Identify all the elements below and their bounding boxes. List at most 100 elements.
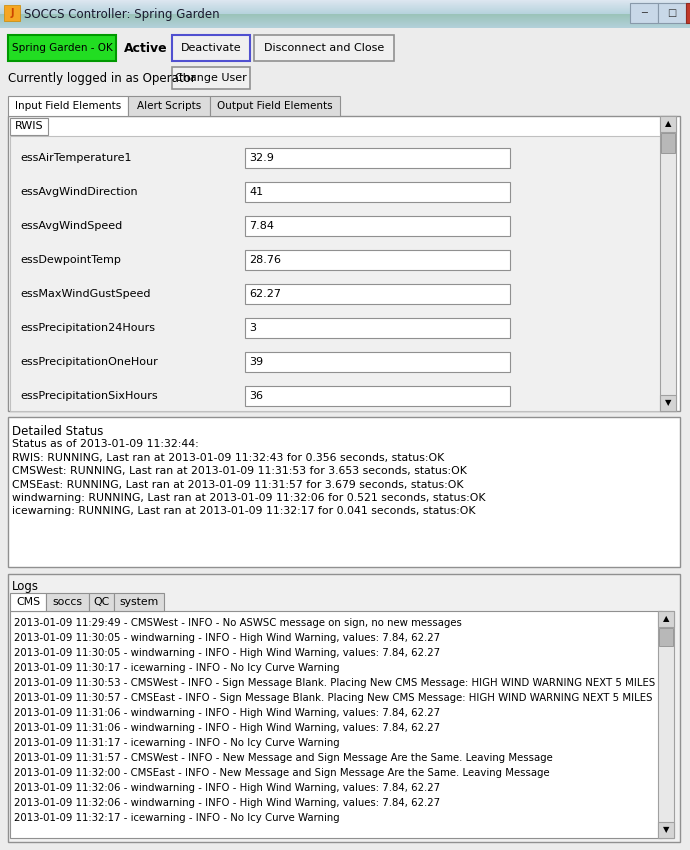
Bar <box>630 3 658 23</box>
Bar <box>661 133 675 153</box>
Bar <box>0 20 690 21</box>
Text: ▼: ▼ <box>664 399 671 407</box>
Bar <box>0 23 690 24</box>
Text: Output Field Elements: Output Field Elements <box>217 101 333 111</box>
Bar <box>245 250 510 270</box>
Bar <box>172 35 250 61</box>
Text: 2013-01-09 11:31:06 - windwarning - INFO - High Wind Warning, values: 7.84, 62.2: 2013-01-09 11:31:06 - windwarning - INFO… <box>14 708 440 718</box>
Text: □: □ <box>667 8 677 18</box>
Text: 2013-01-09 11:30:05 - windwarning - INFO - High Wind Warning, values: 7.84, 62.2: 2013-01-09 11:30:05 - windwarning - INFO… <box>14 648 440 658</box>
Text: Disconnect and Close: Disconnect and Close <box>264 43 384 53</box>
Text: Logs: Logs <box>12 580 39 593</box>
Bar <box>0 15 690 16</box>
Bar <box>0 5 690 6</box>
Text: 2013-01-09 11:30:53 - CMSWest - INFO - Sign Message Blank. Placing New CMS Messa: 2013-01-09 11:30:53 - CMSWest - INFO - S… <box>14 678 655 688</box>
Bar <box>245 386 510 406</box>
Text: CMS: CMS <box>16 597 40 607</box>
Bar <box>686 3 690 23</box>
Bar <box>128 96 210 116</box>
Bar <box>172 67 250 89</box>
Text: windwarning: RUNNING, Last ran at 2013-01-09 11:32:06 for 0.521 seconds, status:: windwarning: RUNNING, Last ran at 2013-0… <box>12 493 486 503</box>
Bar <box>0 26 690 27</box>
Text: Currently logged in as Operator: Currently logged in as Operator <box>8 71 196 84</box>
Text: 28.76: 28.76 <box>249 255 281 265</box>
Text: essPrecipitationOneHour: essPrecipitationOneHour <box>20 357 158 367</box>
Bar <box>0 22 690 23</box>
Text: 2013-01-09 11:32:06 - windwarning - INFO - High Wind Warning, values: 7.84, 62.2: 2013-01-09 11:32:06 - windwarning - INFO… <box>14 783 440 793</box>
Text: 2013-01-09 11:30:57 - CMSEast - INFO - Sign Message Blank. Placing New CMS Messa: 2013-01-09 11:30:57 - CMSEast - INFO - S… <box>14 693 653 703</box>
Bar <box>245 182 510 202</box>
Bar <box>0 7 690 8</box>
Bar <box>245 216 510 236</box>
Bar <box>0 16 690 17</box>
Text: QC: QC <box>93 597 110 607</box>
Bar <box>10 136 662 411</box>
Bar <box>0 25 690 26</box>
Bar <box>114 593 164 611</box>
Bar <box>254 35 394 61</box>
Bar <box>0 17 690 18</box>
Bar <box>0 2 690 3</box>
Text: Status as of 2013-01-09 11:32:44:: Status as of 2013-01-09 11:32:44: <box>12 439 199 449</box>
Text: 2013-01-09 11:31:57 - CMSWest - INFO - New Message and Sign Message Are the Same: 2013-01-09 11:31:57 - CMSWest - INFO - N… <box>14 753 553 763</box>
Text: 32.9: 32.9 <box>249 153 274 163</box>
Bar <box>659 628 673 646</box>
Bar <box>0 11 690 12</box>
Text: essAirTemperature1: essAirTemperature1 <box>20 153 132 163</box>
Text: system: system <box>119 597 159 607</box>
Text: icewarning: RUNNING, Last ran at 2013-01-09 11:32:17 for 0.041 seconds, status:O: icewarning: RUNNING, Last ran at 2013-01… <box>12 507 475 517</box>
Text: ─: ─ <box>641 8 647 18</box>
Text: ▼: ▼ <box>663 825 669 835</box>
Bar <box>8 96 128 116</box>
Text: Change User: Change User <box>175 73 247 83</box>
Bar <box>0 6 690 7</box>
Text: ▲: ▲ <box>664 120 671 128</box>
Bar <box>10 118 48 135</box>
Text: 7.84: 7.84 <box>249 221 274 231</box>
Bar <box>8 116 680 411</box>
Text: soccs: soccs <box>52 597 83 607</box>
Bar <box>245 318 510 338</box>
Text: 2013-01-09 11:30:05 - windwarning - INFO - High Wind Warning, values: 7.84, 62.2: 2013-01-09 11:30:05 - windwarning - INFO… <box>14 633 440 643</box>
Bar <box>245 352 510 372</box>
Bar <box>0 24 690 25</box>
Text: 39: 39 <box>249 357 263 367</box>
Bar <box>0 9 690 10</box>
Text: Detailed Status: Detailed Status <box>12 425 104 438</box>
Text: Alert Scripts: Alert Scripts <box>137 101 201 111</box>
Text: essPrecipitation24Hours: essPrecipitation24Hours <box>20 323 155 333</box>
Text: Deactivate: Deactivate <box>181 43 241 53</box>
Text: essMaxWindGustSpeed: essMaxWindGustSpeed <box>20 289 150 299</box>
Bar <box>89 593 114 611</box>
Bar <box>0 18 690 19</box>
Bar <box>0 27 690 28</box>
Text: essDewpointTemp: essDewpointTemp <box>20 255 121 265</box>
Bar <box>658 3 686 23</box>
Bar <box>0 0 690 1</box>
Text: essPrecipitationSixHours: essPrecipitationSixHours <box>20 391 157 401</box>
Bar <box>8 35 116 61</box>
Bar <box>658 611 674 627</box>
Bar <box>0 3 690 4</box>
Text: J: J <box>10 8 14 18</box>
Text: 2013-01-09 11:32:00 - CMSEast - INFO - New Message and Sign Message Are the Same: 2013-01-09 11:32:00 - CMSEast - INFO - N… <box>14 768 550 778</box>
Bar <box>8 417 680 567</box>
Bar <box>0 4 690 5</box>
Text: 3: 3 <box>249 323 256 333</box>
Bar <box>658 611 674 838</box>
Text: Active: Active <box>124 42 168 54</box>
Bar <box>660 116 676 411</box>
Text: Input Field Elements: Input Field Elements <box>15 101 121 111</box>
Bar <box>658 822 674 838</box>
Bar <box>0 8 690 9</box>
Text: ▲: ▲ <box>663 615 669 624</box>
Bar <box>245 284 510 304</box>
Text: CMSEast: RUNNING, Last ran at 2013-01-09 11:31:57 for 3.679 seconds, status:OK: CMSEast: RUNNING, Last ran at 2013-01-09… <box>12 479 464 490</box>
Bar <box>0 14 690 15</box>
Text: 2013-01-09 11:32:17 - icewarning - INFO - No Icy Curve Warning: 2013-01-09 11:32:17 - icewarning - INFO … <box>14 813 339 823</box>
Bar <box>10 611 662 838</box>
Bar <box>4 5 20 21</box>
Bar <box>0 21 690 22</box>
Bar <box>8 574 680 842</box>
Text: 2013-01-09 11:29:49 - CMSWest - INFO - No ASWSC message on sign, no new messages: 2013-01-09 11:29:49 - CMSWest - INFO - N… <box>14 618 462 628</box>
